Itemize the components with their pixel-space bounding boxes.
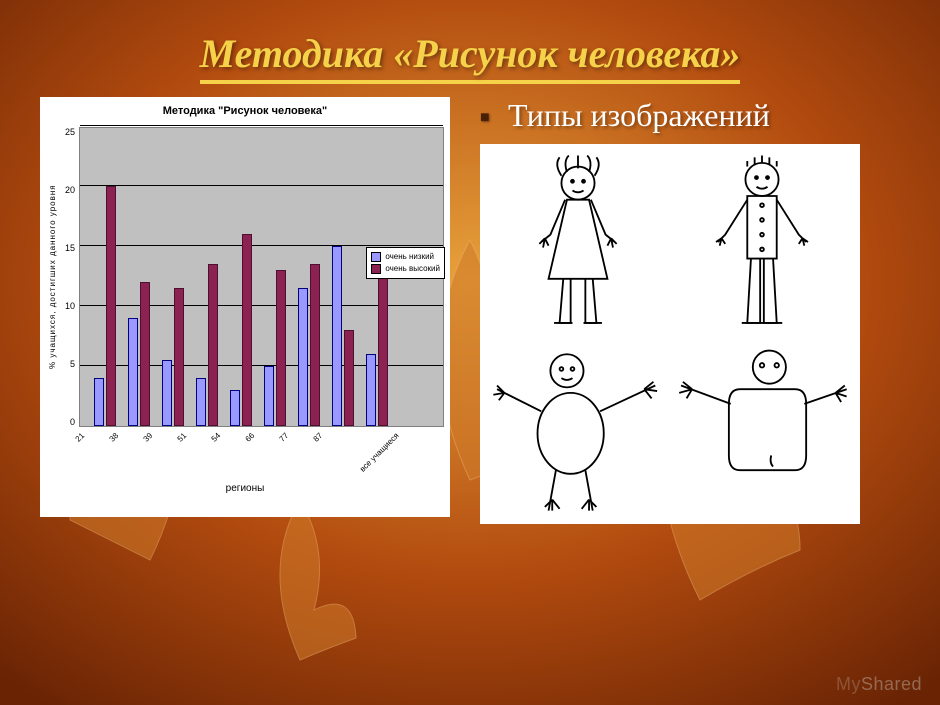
chart-xtick: 51: [176, 431, 189, 444]
bar-group: [366, 270, 388, 426]
slide-title: Методика «Рисунок человека»: [40, 30, 900, 77]
chart-xtick: 39: [142, 431, 155, 444]
chart-ytick: 15: [59, 243, 75, 253]
chart-xtick: 38: [108, 431, 121, 444]
watermark-prefix: My: [836, 674, 861, 694]
bar: [162, 360, 172, 426]
bar-group: [196, 264, 218, 426]
chart-gridline: [80, 185, 443, 186]
bar: [208, 264, 218, 426]
bar: [140, 282, 150, 426]
bar-group: [298, 264, 320, 426]
bar-group: [162, 288, 184, 426]
chart-xtick: 66: [244, 431, 257, 444]
chart-legend: очень низкийочень высокий: [366, 247, 445, 279]
chart-ytick: 20: [59, 185, 75, 195]
chart-xtick: 87: [312, 431, 325, 444]
chart-ytick: 25: [59, 127, 75, 137]
bar: [298, 288, 308, 426]
chart-ytick: 10: [59, 301, 75, 311]
legend-swatch: [371, 264, 381, 274]
bar: [332, 246, 342, 426]
legend-label: очень низкий: [385, 251, 434, 263]
legend-item: очень низкий: [371, 251, 440, 263]
bar: [196, 378, 206, 426]
chart-xaxis: 21 38 39 51 54 66 77 87 все учащиеся: [46, 427, 444, 477]
watermark-suffix: Shared: [861, 674, 922, 694]
bar: [366, 354, 376, 426]
chart-xlabel: регионы: [46, 483, 444, 494]
bar: [264, 366, 274, 426]
bar-group: [230, 234, 252, 426]
bar: [128, 318, 138, 426]
chart-ytick: 0: [59, 417, 75, 427]
chart-panel: Методика "Рисунок человека" % учащихся, …: [40, 97, 450, 517]
bar-group: [264, 270, 286, 426]
drawings-panel: [480, 144, 860, 524]
chart-gridline: [80, 245, 443, 246]
bar: [242, 234, 252, 426]
bar: [174, 288, 184, 426]
figure-girl: [486, 150, 670, 334]
figure-primitive-right: [670, 334, 854, 518]
bar: [276, 270, 286, 426]
watermark: MyShared: [836, 674, 922, 695]
bar: [378, 270, 388, 426]
chart-yaxis: 25 20 15 10 5 0: [59, 127, 79, 427]
bar-group: [94, 186, 116, 426]
chart-ylabel: % учащихся, достигших данного уровня: [46, 127, 59, 427]
slide-title-text: Методика «Рисунок человека»: [200, 31, 741, 84]
legend-item: очень высокий: [371, 263, 440, 275]
bar: [94, 378, 104, 426]
chart-xtick: все учащиеся: [358, 431, 401, 474]
figure-boy: [670, 150, 854, 334]
chart-xtick: 77: [278, 431, 291, 444]
chart-xtick: 54: [210, 431, 223, 444]
slide: Методика «Рисунок человека» Методика "Ри…: [0, 0, 940, 705]
bar: [344, 330, 354, 426]
figure-primitive-left: [486, 334, 670, 518]
bullet-item: ■ Типы изображений: [480, 97, 900, 134]
chart-gridline: [80, 125, 443, 126]
chart-xtick: 21: [74, 431, 87, 444]
bar: [106, 186, 116, 426]
bar-group: [332, 246, 354, 426]
bar-group: [128, 282, 150, 426]
chart-plot-area: очень низкийочень высокий: [79, 127, 444, 427]
legend-label: очень высокий: [385, 263, 440, 275]
chart-title: Методика "Рисунок человека": [46, 105, 444, 117]
legend-swatch: [371, 252, 381, 262]
chart-ytick: 5: [59, 359, 75, 369]
bar: [230, 390, 240, 426]
bullet-text: Типы изображений: [508, 97, 770, 134]
bar: [310, 264, 320, 426]
bullet-marker: ■: [480, 109, 494, 123]
